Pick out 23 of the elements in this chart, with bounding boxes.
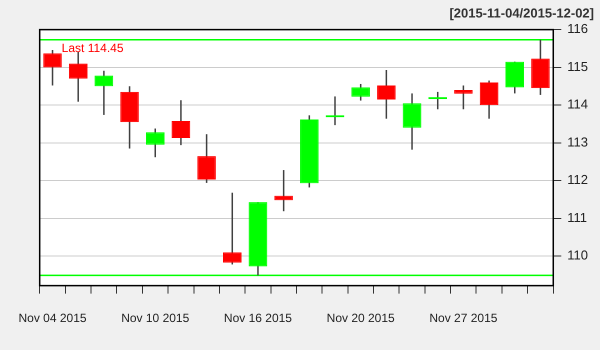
- y-tick-label: 115: [567, 58, 588, 74]
- y-tick-label: 116: [567, 21, 588, 36]
- x-tick-label: Nov 04 2015: [18, 311, 87, 326]
- y-tick-label: 114: [567, 96, 588, 112]
- candlestick: [274, 169, 293, 212]
- y-tick-label: 110: [567, 248, 588, 263]
- x-tick-label: Nov 16 2015: [224, 311, 292, 326]
- x-tick-label: Nov 20 2015: [326, 311, 396, 326]
- candlestick: [94, 70, 114, 116]
- candlestick: [402, 92, 422, 150]
- candlestick: [505, 60, 524, 94]
- candlestick: [351, 83, 370, 102]
- y-tick-label: 111: [567, 210, 588, 225]
- annotation: Last 114.45: [62, 40, 124, 55]
- x-tick-label: Nov 10 2015: [121, 311, 190, 326]
- chart-title: [2015-11-04/2015-12-02]: [449, 5, 594, 20]
- candlestick: [454, 84, 473, 110]
- candlestick: [480, 80, 498, 120]
- candlestick: [223, 192, 242, 266]
- candlestick: [197, 133, 216, 184]
- x-tick-label: Nov 27 2015: [429, 311, 498, 326]
- y-tick-label: 113: [567, 134, 588, 150]
- y-tick-label: 112: [567, 172, 588, 188]
